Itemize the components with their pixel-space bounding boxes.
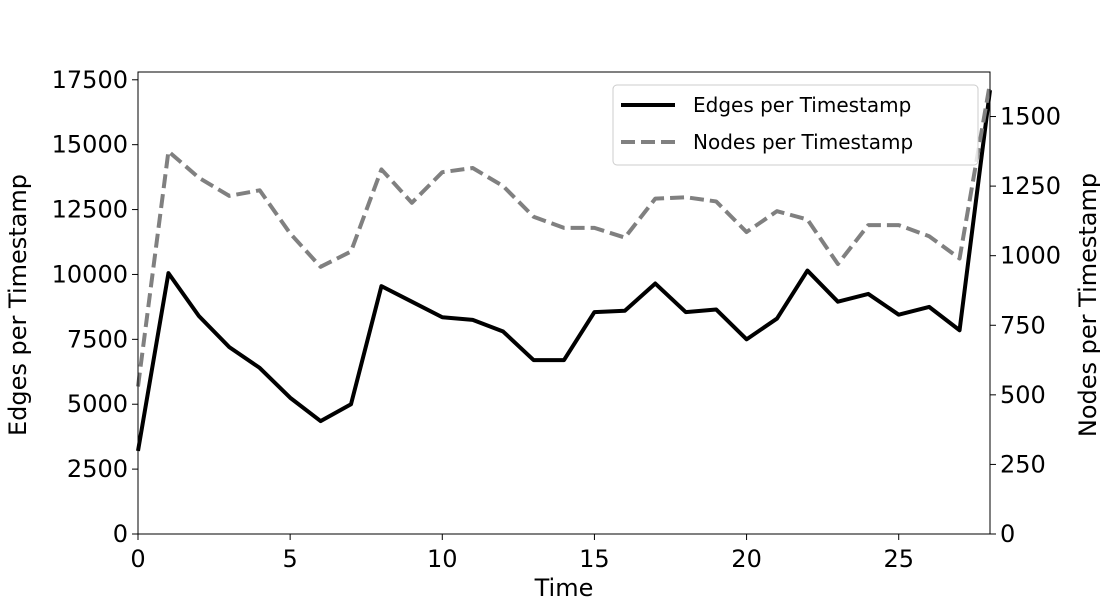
y-left-tick-label: 10000	[52, 260, 128, 288]
x-tick-label: 10	[427, 545, 458, 573]
y-axis-left: 0 2500 5000 7500 10000 12500 15000 17500	[52, 66, 138, 548]
x-tick-label: 15	[579, 545, 610, 573]
y-axis-left-label: Edges per Timestamp	[4, 174, 32, 436]
legend-box	[612, 84, 979, 166]
series-line-edges	[136, 89, 992, 452]
y-left-tick-label: 12500	[52, 196, 128, 224]
legend-label-nodes: Nodes per Timestamp	[693, 130, 913, 154]
y-right-tick-label: 1250	[1000, 172, 1061, 200]
series-layer	[136, 82, 992, 452]
y-left-tick-label: 0	[113, 520, 128, 548]
y-right-tick-label: 500	[1000, 381, 1046, 409]
x-tick-label: 20	[731, 545, 762, 573]
x-tick-label: 25	[883, 545, 914, 573]
y-left-tick-label: 15000	[52, 131, 128, 159]
y-left-tick-label: 2500	[67, 455, 128, 483]
x-tick-label: 0	[130, 545, 145, 573]
y-left-tick-label: 17500	[52, 66, 128, 94]
x-axis-label: Time	[534, 574, 594, 600]
x-tick-label: 5	[283, 545, 298, 573]
y-right-tick-label: 1500	[1000, 103, 1061, 131]
plot-frame	[137, 71, 991, 535]
y-right-tick-label: 1000	[1000, 242, 1061, 270]
y-axis-right: 0 250 500 750 1000 1250 1500	[990, 103, 1061, 548]
y-right-tick-label: 0	[1000, 520, 1015, 548]
legend-label-edges: Edges per Timestamp	[693, 93, 911, 117]
y-axis-right-label: Nodes per Timestamp	[1074, 173, 1100, 437]
y-left-tick-label: 5000	[67, 390, 128, 418]
series-line-nodes	[136, 82, 992, 387]
y-right-tick-label: 250	[1000, 450, 1046, 478]
x-axis: 0 5 10 15 20 25	[130, 534, 914, 573]
legend: Edges per Timestamp Nodes per Timestamp	[612, 84, 979, 166]
y-right-tick-label: 750	[1000, 311, 1046, 339]
y-left-tick-label: 7500	[67, 325, 128, 353]
